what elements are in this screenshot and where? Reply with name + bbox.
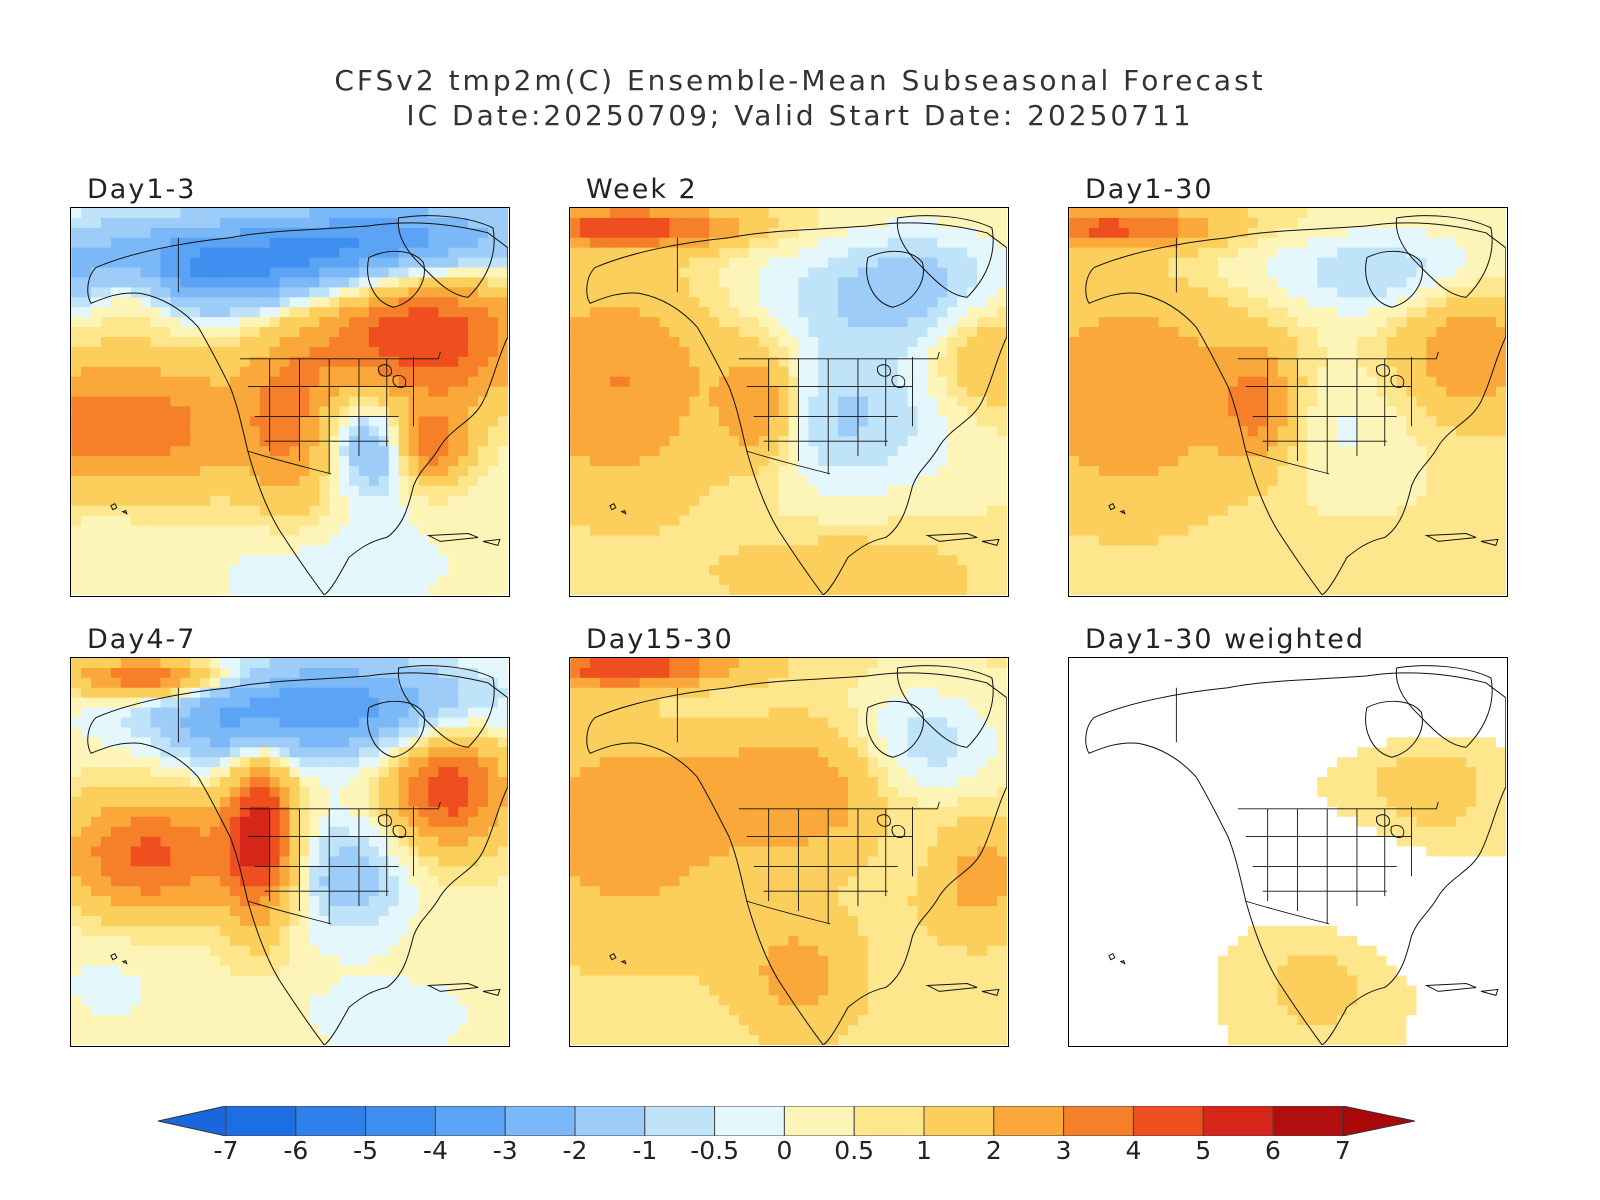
map-panel xyxy=(569,657,1009,1047)
anomaly-map xyxy=(570,658,1007,1045)
anomaly-map xyxy=(71,208,508,595)
colorbar-swatch xyxy=(504,1106,576,1136)
colorbar-tick-label: 2 xyxy=(985,1136,1002,1165)
colorbar-tick-label: -0.5 xyxy=(690,1136,739,1165)
political-borders xyxy=(1175,687,1439,925)
map-panel xyxy=(70,657,510,1047)
colorbar-tick-label: 6 xyxy=(1265,1136,1281,1165)
anomaly-field xyxy=(570,208,1007,595)
anomaly-map xyxy=(71,658,508,1045)
colorbar-tick-label: 1 xyxy=(916,1136,932,1165)
political-borders xyxy=(1175,237,1439,475)
anomaly-field xyxy=(71,658,508,1045)
colorbar-tick-label: -1 xyxy=(632,1136,658,1165)
panel-title: Day1-30 weighted xyxy=(1085,624,1365,655)
colorbar-swatch xyxy=(1132,1106,1204,1136)
map-panel xyxy=(569,207,1009,597)
colorbar-tick-label: 5 xyxy=(1195,1136,1212,1165)
colorbar-swatch xyxy=(1063,1106,1134,1136)
colorbar-swatch xyxy=(1272,1106,1344,1136)
map-panel xyxy=(70,207,510,597)
colorbar-swatch xyxy=(853,1106,925,1136)
colorbar-swatch xyxy=(434,1106,506,1136)
colorbar-swatch xyxy=(1202,1106,1274,1136)
colorbar-tick-label: 7 xyxy=(1334,1136,1351,1165)
map-panel xyxy=(1068,657,1508,1047)
panel-title: Day1-30 xyxy=(1085,174,1214,205)
map-panel xyxy=(1068,207,1508,597)
panel-title: Day1-3 xyxy=(87,174,197,205)
coastlines xyxy=(87,215,508,595)
colorbar-tick-label: -2 xyxy=(562,1136,588,1165)
colorbar-tick-label: -6 xyxy=(283,1136,309,1165)
colorbar xyxy=(158,1106,1415,1136)
coastlines xyxy=(1085,215,1506,595)
chart-subtitle: IC Date:20250709; Valid Start Date: 2025… xyxy=(406,99,1194,132)
colorbar-swatch xyxy=(295,1106,367,1136)
colorbar-swatch xyxy=(923,1106,995,1136)
anomaly-field xyxy=(1069,208,1506,595)
coastlines xyxy=(586,665,1007,1045)
political-borders xyxy=(676,687,940,925)
colorbar-tick-label: 3 xyxy=(1055,1136,1072,1165)
coastlines xyxy=(1085,665,1506,1045)
anomaly-field xyxy=(1069,658,1506,1045)
political-borders xyxy=(177,687,441,925)
anomaly-map xyxy=(1069,208,1506,595)
colorbar-tick-label: -7 xyxy=(213,1136,239,1165)
coastlines xyxy=(586,215,1007,595)
political-borders xyxy=(676,237,940,475)
panel-title: Day15-30 xyxy=(586,624,734,655)
colorbar-swatch xyxy=(365,1106,436,1136)
colorbar-swatch xyxy=(783,1106,855,1136)
colorbar-swatch xyxy=(225,1106,297,1136)
panel-title: Week 2 xyxy=(586,174,698,205)
chart-title: CFSv2 tmp2m(C) Ensemble-Mean Subseasonal… xyxy=(334,64,1266,97)
anomaly-field xyxy=(71,208,508,595)
anomaly-map xyxy=(570,208,1007,595)
colorbar-swatch xyxy=(574,1106,646,1136)
colorbar-tick-label: 0 xyxy=(776,1136,793,1165)
colorbar-tick-label: -3 xyxy=(492,1136,518,1165)
colorbar-swatch xyxy=(714,1106,785,1136)
colorbar-high-arrow xyxy=(1342,1106,1415,1136)
colorbar-swatch xyxy=(993,1106,1065,1136)
colorbar-low-arrow xyxy=(158,1106,227,1136)
colorbar-tick-label: -5 xyxy=(353,1136,379,1165)
colorbar-tick-label: 4 xyxy=(1125,1136,1142,1165)
panel-title: Day4-7 xyxy=(87,624,197,655)
anomaly-field xyxy=(570,658,1007,1045)
political-borders xyxy=(177,237,441,475)
anomaly-map xyxy=(1069,658,1506,1045)
colorbar-swatch xyxy=(644,1106,716,1136)
colorbar-tick-label: 0.5 xyxy=(834,1136,875,1165)
coastlines xyxy=(87,665,508,1045)
colorbar-tick-label: -4 xyxy=(422,1136,448,1165)
